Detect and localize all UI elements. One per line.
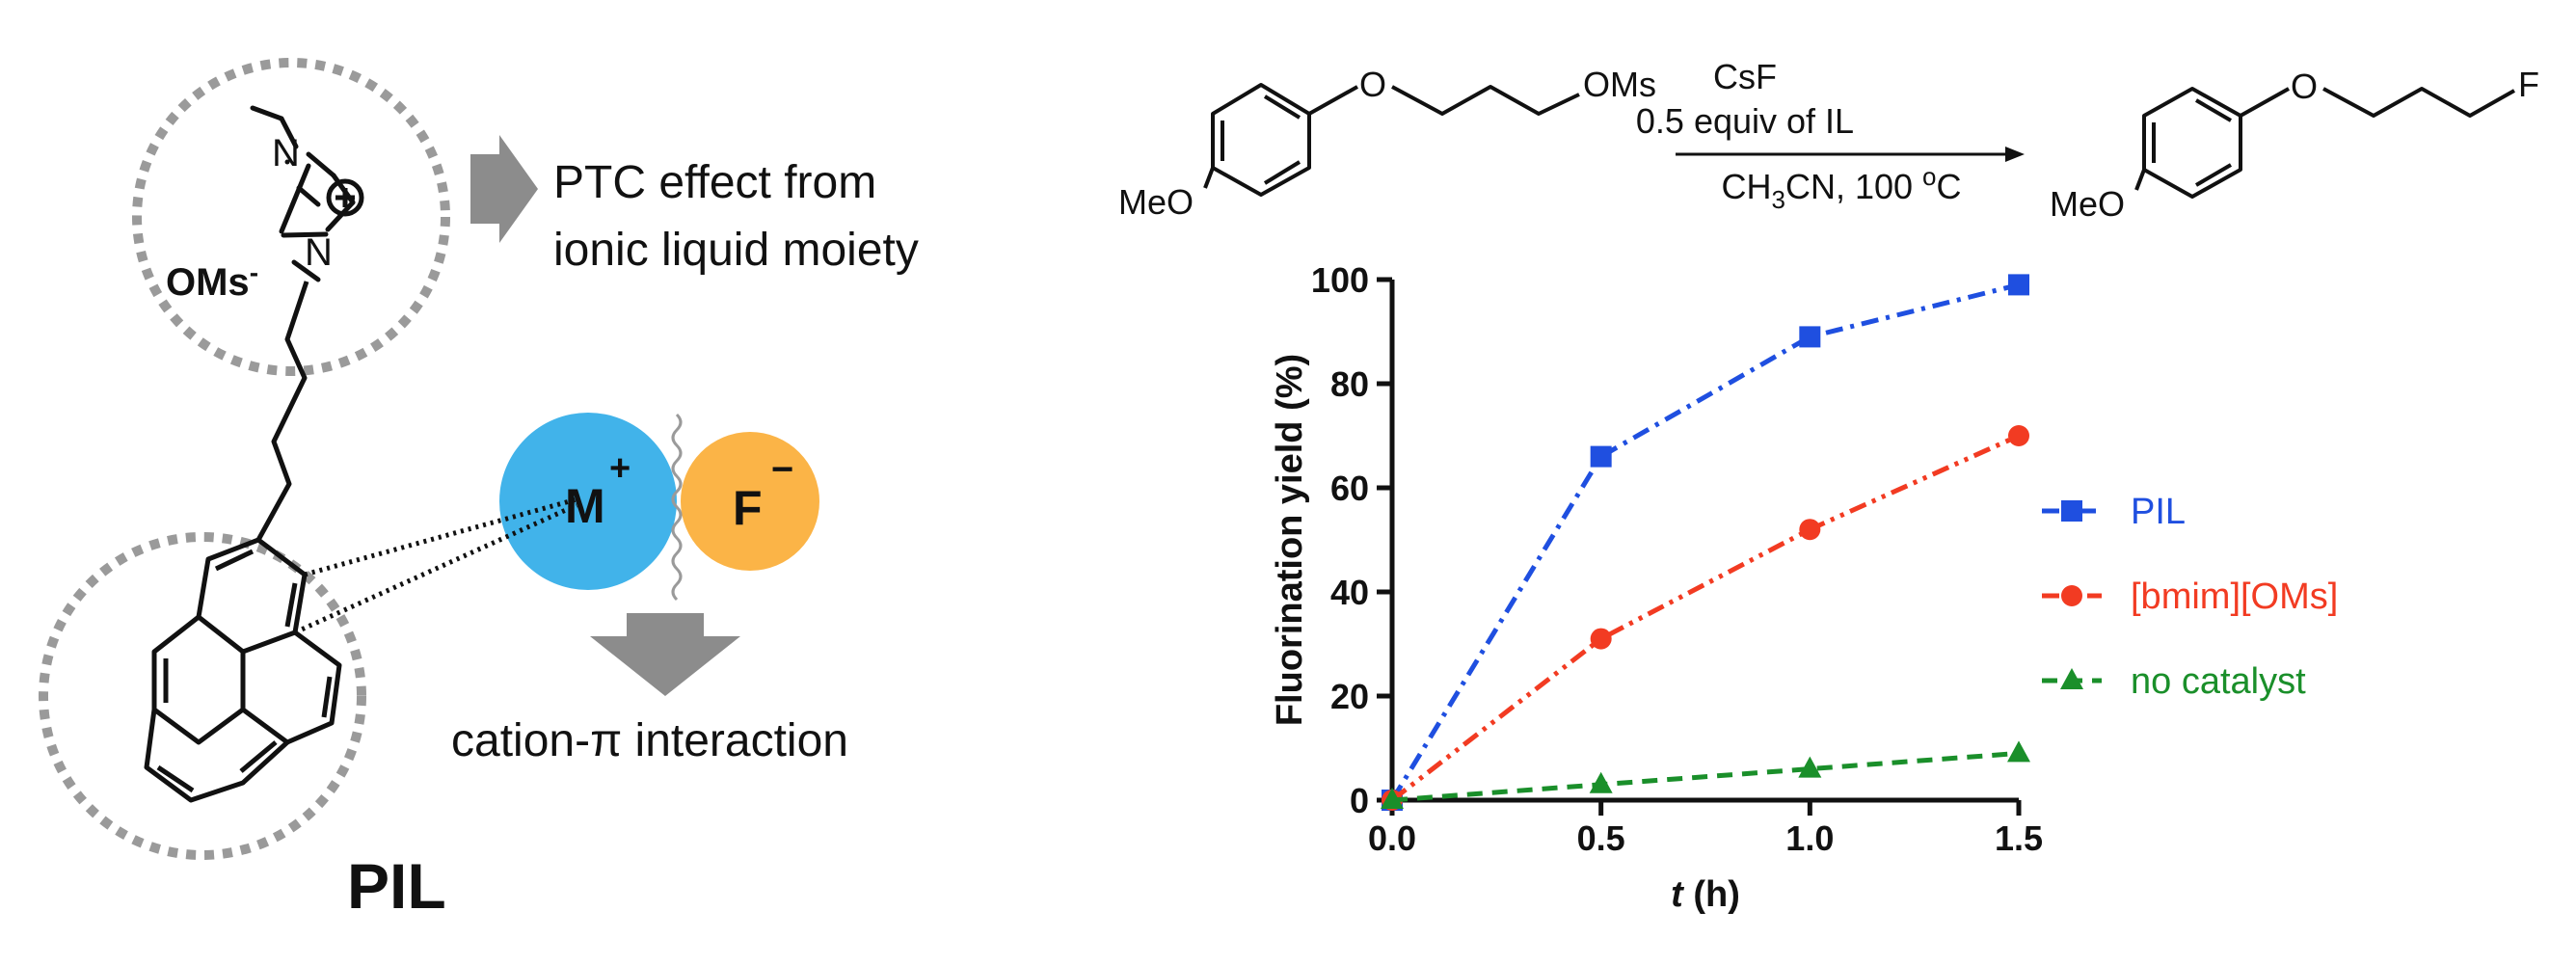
series-line-pil [1389, 281, 2020, 802]
metal-cation-label: M [565, 479, 605, 533]
product-fluorine: F [2518, 65, 2539, 104]
pil-structure: N N OMs- PIL [39, 58, 450, 922]
pyrene-dotted-circle [39, 532, 366, 860]
legend-marker-pil [2061, 500, 2082, 522]
chart-legend: PIL [bmim][OMs] no catalyst [2042, 492, 2338, 702]
series-line-bmim-oms [1390, 433, 2021, 802]
data-point-pil [2008, 274, 2029, 296]
data-point-no-catalyst [1381, 788, 1404, 809]
product-meo: MeO [2050, 184, 2125, 224]
legend-marker-bmim-oms [2061, 585, 2082, 606]
down-arrow-icon [590, 613, 740, 696]
y-axis-label: Fluorination yield (%) [1270, 354, 1310, 726]
y-tick-label: 20 [1330, 677, 1369, 716]
imidazolium-n3: N [305, 231, 333, 274]
product-structure [2134, 87, 2515, 199]
data-point-no-catalyst [1589, 771, 1613, 793]
series-line-no-catalyst [1391, 750, 2020, 803]
reactant-meo: MeO [1118, 182, 1194, 222]
imidazolium-ring [250, 105, 356, 282]
x-tick-label: 1.5 [1995, 818, 2043, 858]
chart-series [1381, 274, 2030, 811]
legend-label-no-catalyst: no catalyst [2131, 661, 2306, 702]
metal-cation-charge: + [609, 448, 631, 489]
product-ether-oxygen: O [2291, 67, 2318, 106]
x-tick-label: 1.0 [1785, 818, 1834, 858]
reagent-il: 0.5 equiv of IL [1636, 101, 1854, 141]
legend-label-pil: PIL [2131, 492, 2186, 532]
ptc-effect-line1: PTC effect from [553, 157, 876, 208]
fluoride-label: F [733, 481, 763, 535]
data-point-no-catalyst [1798, 756, 1822, 778]
fluoride-charge: − [771, 448, 793, 491]
data-point-no-catalyst [2007, 740, 2030, 763]
x-tick-label: 0.5 [1577, 818, 1625, 858]
reagent-csf: CsF [1713, 57, 1777, 96]
legend-marker-no-catalyst [2060, 668, 2083, 689]
reactant-leaving-group: OMs [1583, 65, 1656, 104]
data-point-bmim-oms [1799, 519, 1821, 541]
reactant-ether-oxygen: O [1359, 65, 1386, 104]
butyl-chain [255, 281, 309, 542]
ion-pair: M + F − [499, 413, 819, 602]
reaction-arrowhead-icon [2005, 147, 2025, 162]
x-axis-label: t (h) [1671, 874, 1740, 915]
y-tick-label: 40 [1330, 573, 1369, 612]
reaction-solvent-temperature: CH3CN, 100 oC [1721, 162, 1961, 214]
pil-label: PIL [347, 850, 446, 922]
imidazolium-n1: N [272, 132, 300, 174]
counter-anion: OMs- [166, 257, 258, 304]
fluoride-anion-sphere [681, 432, 819, 571]
y-tick-label: 80 [1330, 364, 1369, 404]
ptc-effect-line2: ionic liquid moiety [553, 225, 919, 276]
cation-plus-icon [326, 178, 364, 217]
reactant-structure [1203, 83, 1580, 197]
data-point-pil [1590, 445, 1612, 468]
pyrene-core [144, 537, 342, 803]
x-tick-label: 0.0 [1368, 818, 1416, 858]
legend-label-bmim-oms: [bmim][OMs] [2131, 576, 2338, 617]
ptc-arrow-icon [470, 135, 538, 243]
fluorination-yield-chart: 0 20 40 60 80 100 0.0 0.5 1.0 1.5 PIL [bmim][OMs] n… [1270, 260, 2338, 915]
cation-pi-interaction-label: cation-π interaction [451, 715, 848, 766]
data-point-pil [1799, 326, 1821, 348]
ionic-liquid-dotted-circle [132, 58, 450, 376]
ion-pair-wavy-line [671, 413, 683, 602]
cation-pi-hashes [293, 496, 578, 635]
reaction-scheme: O MeO OMs CsF 0.5 equiv of IL CH3CN, 100… [1118, 57, 2539, 224]
y-tick-label: 60 [1330, 469, 1369, 508]
y-tick-label: 0 [1350, 781, 1369, 820]
y-tick-label: 100 [1311, 260, 1369, 300]
chart-axes: 0 20 40 60 80 100 0.0 0.5 1.0 1.5 [1311, 260, 2043, 858]
data-point-bmim-oms [2008, 425, 2029, 446]
data-point-bmim-oms [1590, 628, 1612, 650]
metal-cation-sphere [499, 413, 677, 590]
